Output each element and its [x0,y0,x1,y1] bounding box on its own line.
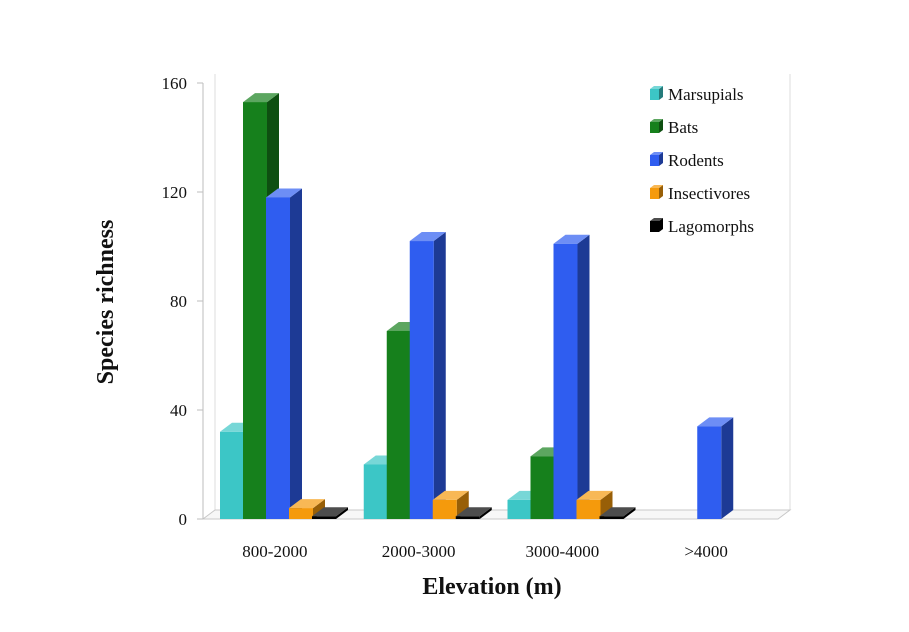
legend-swatch-side [659,218,663,232]
bar-lagomorphs-2000-3000 [455,507,492,519]
y-tick-label: 80 [170,292,187,311]
x-tick-label: 800-2000 [242,542,307,561]
legend-swatch [650,89,659,100]
legend-item-lagomorphs: Lagomorphs [650,217,754,236]
legend-swatch-top [650,185,663,188]
chart-walls [201,74,792,520]
bar-front [266,197,290,519]
bar-insectivores-2000-3000 [432,490,469,519]
legend-label: Bats [668,118,698,137]
bar-top [697,417,734,427]
bar-front [455,516,480,519]
bar-front [409,241,434,520]
legend-swatch-top [650,218,663,221]
y-tick-label: 0 [179,510,188,529]
legend-swatch-side [659,86,663,100]
x-axis-ticks: 800-2000 2000-3000 3000-4000 >4000 [242,542,728,561]
bars [220,93,734,520]
bar-side [290,188,302,519]
bar-front [386,330,411,519]
bar-top [409,232,446,242]
bar-top [289,499,325,509]
bar-front [312,516,336,519]
bar-top [312,507,348,517]
legend-label: Lagomorphs [668,217,754,236]
bar-top [553,234,590,244]
bar-side [577,234,590,519]
legend-swatch [650,221,659,232]
bar-front [507,499,532,519]
bar-lagomorphs-800-2000 [312,507,348,519]
legend: Marsupials Bats Rodents Insectivores Lagomor… [650,85,754,236]
bar-rodents-2000-3000 [409,232,446,520]
legend-swatch-top [650,86,663,89]
bar-rodents->4000 [697,417,734,519]
y-tick-label: 40 [170,401,187,420]
bar-insectivores-3000-4000 [576,490,613,519]
bar-side [721,417,734,519]
bar-top [432,490,469,500]
bar-side [623,507,636,519]
bar-rodents-3000-4000 [553,234,590,519]
legend-swatch [650,188,659,199]
legend-swatch-top [650,119,663,122]
bar-front [363,464,388,519]
legend-swatch [650,155,659,166]
bar-front [576,499,601,519]
legend-item-rodents: Rodents [650,151,724,170]
bar-rodents-800-2000 [266,188,302,519]
legend-swatch-side [659,185,663,199]
legend-label: Rodents [668,151,724,170]
legend-label: Marsupials [668,85,744,104]
legend-item-bats: Bats [650,118,698,137]
bar-top [599,507,636,517]
bar-top [266,188,302,198]
bar-top [455,507,492,517]
bar-front [432,499,457,519]
bar-front [243,102,267,519]
legend-swatch [650,122,659,133]
bar-top [576,490,613,500]
bar-side [336,507,348,519]
x-tick-label: >4000 [684,542,728,561]
bar-front [697,426,722,519]
bar-front [553,243,578,519]
legend-item-insectivores: Insectivores [650,184,750,203]
y-axis-title: Species richness [93,220,119,385]
legend-swatch-side [659,152,663,166]
bar-lagomorphs-3000-4000 [599,507,636,519]
bar-side [433,232,446,520]
legend-swatch-top [650,152,663,155]
x-tick-label: 3000-4000 [526,542,600,561]
y-tick-label: 160 [162,74,188,93]
bar-front [220,431,244,519]
bar-front [289,508,313,519]
bar-side [479,507,492,519]
y-axis-ticks: 0 40 80 120 160 [162,74,203,529]
y-tick-label: 120 [162,183,188,202]
bar-front [530,456,555,519]
x-tick-label: 2000-3000 [382,542,456,561]
legend-label: Insectivores [668,184,750,203]
legend-item-marsupials: Marsupials [650,85,744,104]
legend-swatch-side [659,119,663,133]
bar-top [243,93,279,103]
x-axis-title: Elevation (m) [422,574,561,600]
bar-front [599,516,624,519]
